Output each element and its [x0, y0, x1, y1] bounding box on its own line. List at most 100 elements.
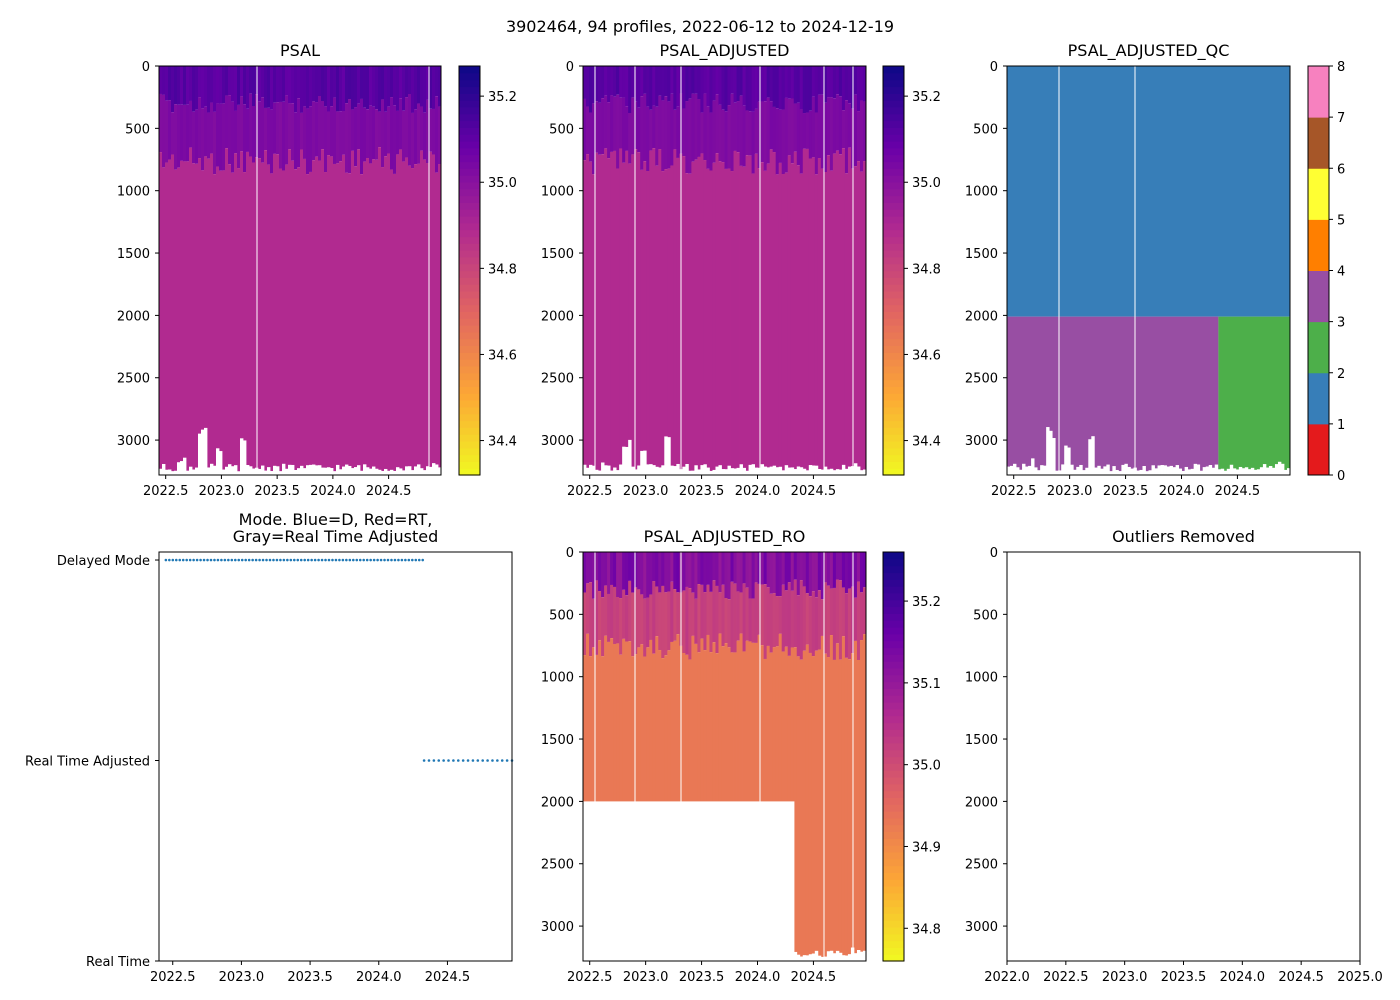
heatmap-cell — [793, 579, 798, 648]
heatmap-cell — [414, 164, 418, 476]
heatmap-cell — [841, 552, 846, 588]
colorbar-segment — [459, 393, 480, 401]
heatmap-cell — [312, 160, 316, 475]
heatmap-cell — [411, 168, 415, 475]
heatmap-cell — [258, 158, 262, 475]
heatmap-cell — [697, 156, 701, 476]
heatmap-cell — [583, 592, 587, 656]
missing-data-cell — [748, 464, 752, 475]
mode-point — [324, 558, 327, 562]
heatmap-cell — [697, 552, 701, 585]
heatmap-cell — [342, 154, 346, 475]
missing-data-cell — [1160, 465, 1164, 475]
missing-data-cell — [676, 463, 680, 475]
colorbar-segment — [459, 468, 480, 476]
colorbar-tick-label: 35.2 — [912, 90, 941, 105]
y-tick-label: 1500 — [965, 247, 998, 262]
mode-point — [400, 558, 404, 562]
heatmap-cell — [363, 161, 367, 475]
heatmap-cell — [345, 172, 349, 475]
heatmap-cell — [168, 159, 172, 476]
heatmap-cell — [676, 157, 680, 475]
colorbar-segment — [459, 256, 480, 265]
missing-data-cell — [1226, 468, 1231, 475]
colorbar-segment — [883, 72, 904, 81]
heatmap-cell — [856, 66, 861, 112]
heatmap-cell — [802, 586, 807, 651]
missing-data-cell — [811, 465, 816, 475]
colorbar-tick-label: 34.9 — [912, 840, 941, 855]
missing-data-cell — [1031, 458, 1035, 475]
heatmap-cell — [676, 66, 680, 107]
heatmap-cell — [243, 172, 247, 475]
missing-data-cell — [700, 952, 704, 961]
heatmap-cell — [757, 583, 762, 635]
heatmap-cell — [841, 587, 846, 637]
heatmap-cell — [595, 152, 599, 475]
panel-title: PSAL — [280, 41, 320, 60]
heatmap-cell — [402, 161, 406, 476]
x-tick-label: 2023.5 — [679, 970, 725, 985]
heatmap-cell — [249, 156, 253, 475]
missing-data-cell — [1127, 466, 1131, 475]
missing-data-cell — [1007, 466, 1011, 475]
heatmap-cell — [730, 581, 734, 653]
heatmap-cell — [823, 552, 828, 583]
heatmap-cell — [667, 101, 671, 169]
heatmap-cell — [351, 150, 355, 475]
heatmap-cell — [766, 97, 771, 164]
heatmap-cell — [700, 552, 704, 585]
missing-data-cell — [808, 954, 813, 961]
heatmap-cell — [673, 640, 677, 961]
missing-data-cell — [727, 465, 731, 475]
heatmap-cell — [826, 657, 831, 961]
heatmap-cell — [354, 166, 358, 475]
heatmap-cell — [264, 150, 268, 475]
heatmap-cell — [592, 103, 596, 175]
heatmap-cell — [243, 66, 247, 105]
missing-data-cell — [204, 427, 208, 475]
heatmap-cell — [204, 156, 208, 475]
heatmap-cell — [405, 66, 409, 98]
mode-point — [327, 558, 331, 562]
heatmap-cell — [733, 102, 737, 151]
colorbar-segment — [883, 770, 904, 778]
heatmap-cell — [619, 148, 623, 475]
heatmap-cell — [739, 592, 743, 634]
missing-data-cell — [1106, 464, 1110, 475]
heatmap-cell — [748, 111, 752, 156]
heatmap-cell — [820, 635, 825, 961]
heatmap-cell — [814, 66, 819, 113]
colorbar-segment — [883, 359, 904, 367]
heatmap-cell — [745, 66, 749, 111]
y-tick-label: 500 — [549, 122, 574, 137]
heatmap-cell — [814, 597, 819, 651]
colorbar-segment — [883, 695, 904, 703]
heatmap-cell — [607, 593, 611, 642]
heatmap-cell — [321, 149, 325, 475]
missing-data-cell — [709, 956, 713, 961]
heatmap-cell — [649, 66, 653, 110]
heatmap-cell — [643, 598, 647, 657]
x-tick-label: 2023.5 — [679, 484, 725, 499]
colorbar-segment — [883, 393, 904, 401]
heatmap-cell — [348, 99, 352, 174]
heatmap-cell — [664, 96, 668, 170]
missing-data-cell — [862, 950, 867, 961]
heatmap-cell — [381, 66, 385, 100]
mode-point — [258, 558, 261, 562]
heatmap-cell — [348, 66, 352, 100]
missing-data-cell — [1049, 430, 1053, 475]
mode-point — [213, 558, 216, 562]
heatmap-cell — [168, 100, 172, 160]
colorbar-tick-label: 6 — [1337, 162, 1345, 177]
heatmap-cell — [760, 584, 765, 646]
mode-point — [407, 558, 411, 562]
heatmap-cell — [739, 165, 743, 475]
heatmap-cell — [724, 552, 728, 599]
missing-data-cell — [793, 469, 798, 475]
missing-data-cell — [1091, 436, 1095, 475]
missing-data-cell — [1220, 468, 1225, 475]
heatmap-cell — [691, 93, 695, 162]
missing-data-cell — [727, 955, 731, 961]
